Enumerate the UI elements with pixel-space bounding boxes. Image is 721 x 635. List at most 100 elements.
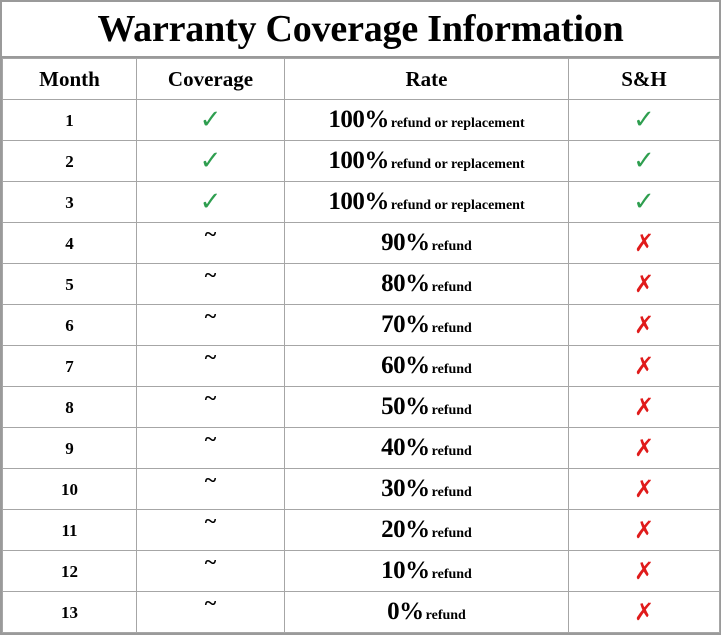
table-row: 3 ✓ 100% refund or replacement ✓	[2, 181, 720, 223]
table-row: 13 ~0% refund ✗	[2, 590, 720, 633]
table-row: 12 ~10% refund ✗	[2, 549, 720, 592]
cell-month: 13	[2, 591, 137, 633]
cell-month: 3	[2, 181, 137, 223]
cross-icon: ✗	[633, 392, 655, 421]
cell-coverage: ~	[136, 467, 285, 510]
tilde-icon: ~	[204, 303, 217, 328]
rate-percent: 80%	[381, 270, 430, 297]
cell-coverage: ~	[136, 385, 285, 428]
cell-month: 2	[2, 140, 137, 182]
rate-percent: 30%	[381, 475, 430, 502]
table-body: 1 ✓ 100% refund or replacement ✓ 2 ✓ 100% refund…	[2, 99, 720, 633]
check-icon: ✓	[633, 187, 655, 217]
cell-sh: ✓	[568, 181, 720, 223]
cell-coverage: ~	[136, 262, 285, 305]
cell-sh: ✗	[568, 591, 720, 633]
cell-rate: 100% refund or replacement	[284, 140, 569, 182]
rate-percent: 100%	[328, 147, 389, 174]
tilde-icon: ~	[204, 549, 217, 574]
table-row: 4 ~90% refund ✗	[2, 221, 720, 264]
cell-sh: ✓	[568, 140, 720, 182]
cross-icon: ✗	[633, 515, 655, 544]
cell-rate: 10% refund	[284, 550, 569, 592]
cell-month: 12	[2, 550, 137, 592]
rate-note: refund	[431, 280, 472, 295]
column-header-sh: S&H	[568, 58, 720, 100]
cell-month: 11	[2, 509, 137, 551]
tilde-icon: ~	[204, 590, 217, 615]
cross-icon: ✗	[633, 474, 655, 503]
cross-icon: ✗	[633, 269, 655, 298]
cell-month: 8	[2, 386, 137, 428]
table-row: 8 ~50% refund ✗	[2, 385, 720, 428]
cell-rate: 0% refund	[284, 591, 569, 633]
check-icon: ✓	[633, 146, 655, 176]
rate-note: refund or replacement	[390, 116, 525, 131]
cell-coverage: ~	[136, 549, 285, 592]
cell-sh: ✗	[568, 386, 720, 428]
cell-rate: 20% refund	[284, 509, 569, 551]
tilde-icon: ~	[204, 467, 217, 492]
tilde-icon: ~	[204, 344, 217, 369]
tilde-icon: ~	[204, 385, 217, 410]
tilde-icon: ~	[204, 262, 217, 287]
rate-note: refund	[431, 567, 472, 582]
cell-month: 5	[2, 263, 137, 305]
rate-note: refund or replacement	[390, 198, 525, 213]
table-row: 6 ~70% refund ✗	[2, 303, 720, 346]
rate-note: refund	[431, 403, 472, 418]
check-icon: ✓	[633, 105, 655, 135]
rate-note: refund	[431, 321, 472, 336]
page-title: Warranty Coverage Information	[97, 8, 624, 50]
cell-rate: 50% refund	[284, 386, 569, 428]
table-header-row: Month Coverage Rate S&H	[2, 58, 720, 100]
cell-rate: 100% refund or replacement	[284, 181, 569, 223]
tilde-icon: ~	[204, 221, 217, 246]
cross-icon: ✗	[633, 351, 655, 380]
rate-percent: 40%	[381, 434, 430, 461]
cell-coverage: ~	[136, 221, 285, 264]
warranty-coverage-table: Month Coverage Rate S&H 1 ✓ 100% refund or …	[2, 58, 720, 633]
cross-icon: ✗	[633, 597, 655, 626]
cell-month: 9	[2, 427, 137, 469]
cell-sh: ✗	[568, 222, 720, 264]
rate-percent: 60%	[381, 352, 430, 379]
table-row: 1 ✓ 100% refund or replacement ✓	[2, 99, 720, 141]
check-icon: ✓	[199, 187, 222, 217]
cell-month: 7	[2, 345, 137, 387]
cell-rate: 30% refund	[284, 468, 569, 510]
rate-percent: 90%	[381, 229, 430, 256]
cell-rate: 80% refund	[284, 263, 569, 305]
column-header-month: Month	[2, 58, 137, 100]
cell-sh: ✗	[568, 263, 720, 305]
rate-note: refund	[431, 362, 472, 377]
cell-rate: 60% refund	[284, 345, 569, 387]
cell-rate: 100% refund or replacement	[284, 99, 569, 141]
cell-coverage: ✓	[136, 181, 285, 223]
cell-coverage: ~	[136, 426, 285, 469]
check-icon: ✓	[199, 146, 222, 176]
cell-sh: ✗	[568, 427, 720, 469]
cell-rate: 40% refund	[284, 427, 569, 469]
cell-coverage: ~	[136, 509, 285, 551]
cell-month: 1	[2, 99, 137, 141]
cross-icon: ✗	[633, 310, 655, 339]
rate-percent: 100%	[328, 188, 389, 215]
cell-sh: ✗	[568, 509, 720, 551]
rate-percent: 50%	[381, 393, 430, 420]
rate-note: refund	[431, 485, 472, 500]
cell-sh: ✗	[568, 304, 720, 346]
cell-coverage: ✓	[136, 99, 285, 141]
table-row: 10 ~30% refund ✗	[2, 467, 720, 510]
rate-note: refund	[425, 608, 466, 623]
cell-month: 10	[2, 468, 137, 510]
cell-sh: ✗	[568, 550, 720, 592]
tilde-icon: ~	[204, 426, 217, 451]
cell-rate: 70% refund	[284, 304, 569, 346]
table-row: 9 ~40% refund ✗	[2, 426, 720, 469]
cross-icon: ✗	[633, 433, 655, 462]
cross-icon: ✗	[633, 228, 655, 257]
rate-note: refund	[431, 239, 472, 254]
cell-coverage: ~	[136, 344, 285, 387]
